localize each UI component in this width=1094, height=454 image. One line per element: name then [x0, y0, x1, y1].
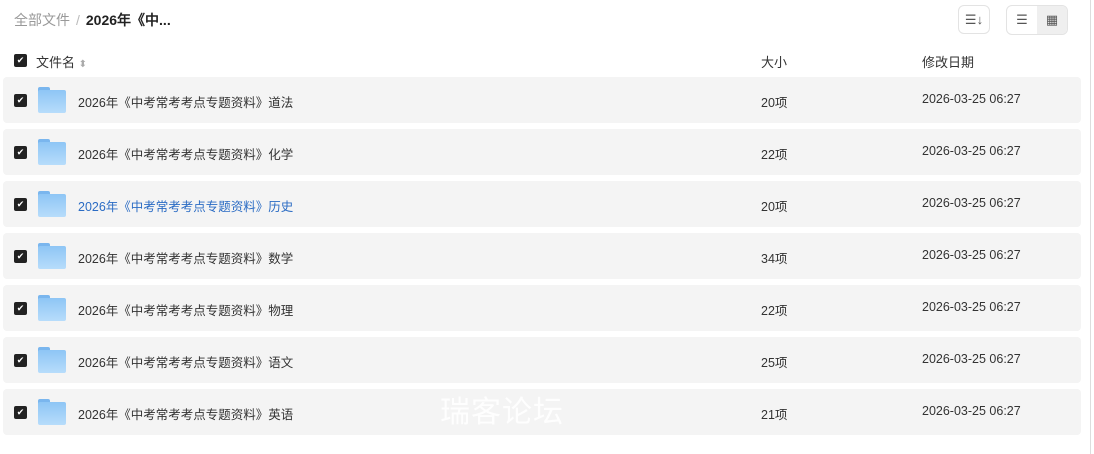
sort-button[interactable]: ☰↓: [958, 5, 990, 34]
file-name[interactable]: 2026年《中考常考考点专题资料》历史: [78, 200, 294, 214]
grid-view-icon: ▦: [1045, 12, 1059, 27]
file-date: 2026-03-25 06:27: [922, 196, 1021, 210]
row-checkbox[interactable]: ✔: [14, 354, 27, 367]
file-size: 21项: [761, 408, 788, 422]
row-checkbox[interactable]: ✔: [14, 406, 27, 419]
folder-icon: [38, 191, 66, 217]
watermark: 瑞客论坛: [440, 396, 564, 429]
file-date: 2026-03-25 06:27: [922, 92, 1021, 106]
file-row[interactable]: ✔ 2026年《中考常考考点专题资料》数学 34项 2026-03-25 06:…: [3, 233, 1081, 279]
folder-icon: [38, 243, 66, 269]
breadcrumb-current: 2026年《中...: [85, 12, 171, 28]
file-name[interactable]: 2026年《中考常考考点专题资料》英语: [78, 408, 294, 422]
file-size: 22项: [761, 148, 788, 162]
file-size: 25项: [761, 356, 788, 370]
folder-icon: [38, 87, 66, 113]
select-all-checkbox[interactable]: ✔: [14, 54, 27, 67]
view-toggle: ☰ ▦: [1006, 5, 1068, 35]
row-checkbox[interactable]: ✔: [14, 198, 27, 211]
list-view-button[interactable]: ☰: [1007, 6, 1037, 34]
row-checkbox[interactable]: ✔: [14, 250, 27, 263]
grid-view-button[interactable]: ▦: [1037, 6, 1067, 34]
file-row[interactable]: ✔ 2026年《中考常考考点专题资料》道法 20项 2026-03-25 06:…: [3, 77, 1081, 123]
file-row[interactable]: ✔ 2026年《中考常考考点专题资料》历史 20项 2026-03-25 06:…: [3, 181, 1081, 227]
file-date: 2026-03-25 06:27: [922, 248, 1021, 262]
row-checkbox[interactable]: ✔: [14, 94, 27, 107]
folder-icon: [38, 139, 66, 165]
breadcrumb: 全部文件 / 2026年《中...: [14, 11, 171, 29]
file-name[interactable]: 2026年《中考常考考点专题资料》物理: [78, 304, 294, 318]
row-checkbox[interactable]: ✔: [14, 302, 27, 315]
breadcrumb-root[interactable]: 全部文件: [14, 12, 70, 28]
file-name[interactable]: 2026年《中考常考考点专题资料》语文: [78, 356, 294, 370]
file-row[interactable]: ✔ 2026年《中考常考考点专题资料》语文 25项 2026-03-25 06:…: [3, 337, 1081, 383]
folder-icon: [38, 399, 66, 425]
file-row[interactable]: ✔ 2026年《中考常考考点专题资料》英语 21项 2026-03-25 06:…: [3, 389, 1081, 435]
file-date: 2026-03-25 06:27: [922, 144, 1021, 158]
file-date: 2026-03-25 06:27: [922, 352, 1021, 366]
column-size: 大小: [761, 55, 788, 70]
file-row[interactable]: ✔ 2026年《中考常考考点专题资料》化学 22项 2026-03-25 06:…: [3, 129, 1081, 175]
file-name[interactable]: 2026年《中考常考考点专题资料》道法: [78, 96, 294, 110]
sort-icon: ☰↓: [964, 11, 984, 27]
file-name[interactable]: 2026年《中考常考考点专题资料》数学: [78, 252, 294, 266]
column-name[interactable]: 文件名 ⬍: [36, 52, 87, 71]
folder-icon: [38, 347, 66, 373]
column-date: 修改日期: [922, 55, 975, 70]
column-name-label: 文件名: [36, 55, 76, 70]
list-view-icon: ☰: [1016, 12, 1028, 27]
file-row[interactable]: ✔ 2026年《中考常考考点专题资料》物理 22项 2026-03-25 06:…: [3, 285, 1081, 331]
file-size: 22项: [761, 304, 788, 318]
row-checkbox[interactable]: ✔: [14, 146, 27, 159]
breadcrumb-separator: /: [76, 12, 80, 28]
folder-icon: [38, 295, 66, 321]
file-date: 2026-03-25 06:27: [922, 404, 1021, 418]
file-size: 20项: [761, 96, 788, 110]
sort-indicator-icon: ⬍: [78, 59, 88, 70]
file-size: 34项: [761, 252, 788, 266]
file-name[interactable]: 2026年《中考常考考点专题资料》化学: [78, 148, 294, 162]
scrollbar[interactable]: [1090, 0, 1091, 454]
file-date: 2026-03-25 06:27: [922, 300, 1021, 314]
file-size: 20项: [761, 200, 788, 214]
